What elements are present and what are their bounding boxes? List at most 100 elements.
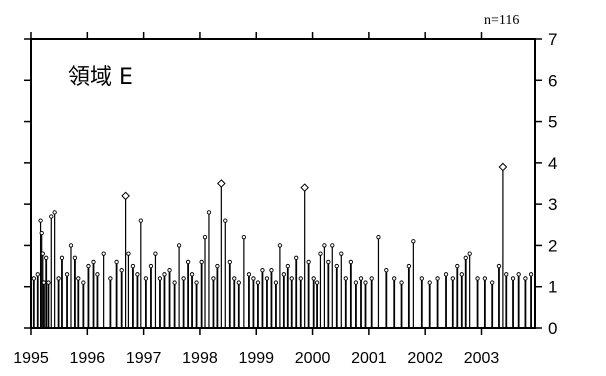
event-marker (211, 276, 216, 281)
count-annotation: n=116 (484, 13, 519, 28)
event-marker (95, 272, 100, 277)
x-tick-label: 1995 (13, 350, 49, 367)
event-marker (246, 272, 252, 277)
x-axis-ticks: 1995 1996 1997 1998 1999 2000 2001 2002 2003 (13, 32, 499, 367)
event-marker (528, 272, 534, 277)
event-marker (294, 255, 299, 260)
event-marker (285, 263, 290, 269)
event-marker (143, 276, 149, 281)
event-marker (339, 251, 344, 256)
event-marker (72, 255, 78, 260)
event-marker (369, 276, 374, 281)
event-marker (376, 235, 381, 240)
event-marker (348, 259, 354, 265)
event-marker (81, 280, 86, 285)
event-marker (148, 263, 154, 269)
event-marker (86, 263, 91, 269)
event-marker (46, 280, 51, 285)
event-marker (64, 272, 70, 277)
event-marker (510, 276, 516, 281)
event-marker (35, 272, 40, 277)
event-marker (185, 259, 191, 265)
event-marker (41, 280, 47, 285)
x-tick-label: 1999 (238, 350, 274, 367)
y-tick-label: 1 (548, 278, 557, 297)
event-marker (353, 280, 359, 285)
event-marker (300, 183, 309, 192)
x-tick-label: 2000 (295, 350, 331, 367)
event-marker (223, 218, 228, 223)
event-marker (138, 218, 143, 223)
x-tick-label: 2003 (464, 350, 500, 367)
event-marker (306, 259, 311, 265)
y-tick-label: 2 (548, 236, 557, 255)
event-marker (232, 276, 237, 281)
event-marker (194, 280, 199, 285)
event-marker (427, 280, 432, 285)
event-marker (392, 276, 397, 281)
event-marker (490, 280, 495, 285)
y-tick-label: 0 (548, 319, 557, 338)
event-marker (358, 276, 364, 281)
event-marker (264, 276, 270, 281)
event-marker (217, 179, 226, 188)
event-marker (31, 276, 36, 281)
event-marker (463, 255, 468, 260)
event-marker (157, 276, 163, 281)
event-marker (482, 276, 488, 281)
event-marker (206, 210, 212, 215)
event-marker (289, 276, 294, 281)
event-marker (459, 272, 464, 277)
y-tick-label: 7 (548, 30, 557, 49)
event-marker (255, 280, 261, 285)
event-marker (68, 243, 74, 248)
event-marker (269, 268, 274, 273)
event-marker (322, 243, 327, 248)
event-marker (516, 272, 521, 277)
event-marker (126, 251, 131, 256)
event-marker (52, 210, 57, 215)
event-marker (334, 263, 339, 269)
y-tick-label: 5 (548, 113, 557, 132)
y-axis-ticks: 0 1 2 3 4 5 6 7 (24, 30, 557, 338)
event-marker (135, 272, 140, 277)
event-marker (384, 268, 389, 273)
event-marker (44, 255, 49, 260)
event-marker (298, 276, 303, 281)
event-marker (363, 280, 368, 285)
event-marker (181, 276, 186, 281)
event-marker (172, 280, 177, 285)
x-tick-label: 2002 (407, 350, 443, 367)
event-marker (167, 268, 172, 273)
event-marker (59, 255, 65, 260)
event-marker (443, 272, 449, 277)
event-marker (406, 263, 412, 269)
event-marker (38, 218, 43, 223)
event-marker (130, 263, 136, 269)
event-marker (241, 235, 247, 240)
event-marker (498, 162, 508, 172)
event-marker (411, 239, 416, 244)
event-marker (504, 272, 509, 277)
event-marker (343, 276, 348, 281)
event-marker (435, 276, 440, 281)
event-marker (39, 230, 44, 236)
event-marker (49, 214, 54, 219)
event-marker (101, 251, 106, 256)
event-marker (523, 276, 528, 281)
y-tick-label: 6 (548, 71, 557, 90)
event-marker (91, 259, 96, 265)
event-marker (419, 276, 424, 281)
event-marker (399, 280, 404, 285)
event-marker (189, 272, 195, 277)
event-marker (199, 259, 204, 265)
event-marker (108, 276, 113, 281)
event-marker (153, 251, 158, 256)
event-marker (330, 243, 335, 248)
stem-layer (32, 166, 532, 328)
event-marker (236, 280, 241, 285)
event-marker (314, 280, 320, 285)
event-marker (56, 276, 61, 281)
event-marker (176, 243, 182, 248)
event-marker (227, 259, 232, 265)
